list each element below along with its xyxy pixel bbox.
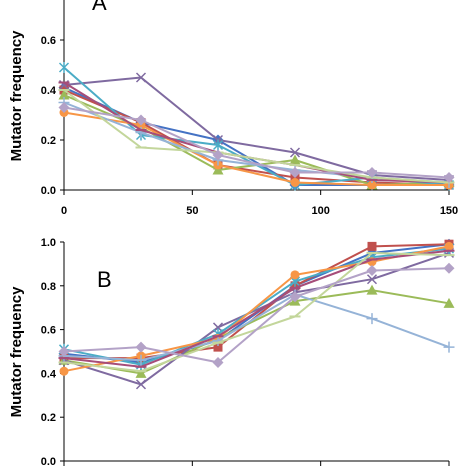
panel-a-series-6-point — [290, 178, 300, 187]
panel-b-series-4-point — [366, 274, 378, 285]
panel-b-series-2-line — [64, 243, 450, 360]
panel-a-y-tick-label: 0.6 — [41, 35, 56, 47]
panel-b-series-6-point — [290, 270, 300, 280]
panel-a-series-10-line — [63, 106, 450, 179]
panel-a-series-10-point — [135, 114, 147, 126]
panel-b-series-8-line — [63, 249, 450, 368]
panel-a-letter: A — [92, 0, 107, 15]
panel-a-series-10-point — [366, 167, 378, 178]
panel-a-series-3-point — [289, 154, 301, 165]
panel-a-x-tick-label: 50 — [186, 205, 198, 217]
panel-b-series-10 — [58, 262, 455, 368]
panel-b-series-6-line — [63, 245, 450, 373]
panel-b-y-tick-label: 0.4 — [41, 368, 57, 380]
panel-b-series-10-point — [443, 262, 455, 274]
panel-a-series-4 — [58, 72, 455, 186]
panel-b-series-4-line — [63, 252, 450, 386]
panel-b-series-8 — [58, 249, 455, 368]
panel-b-y-tick-label: 0.2 — [41, 412, 56, 424]
panel-a-y-tick-label: 0.4 — [41, 85, 57, 97]
panel-a-y-tick-label: 0.0 — [41, 185, 56, 197]
panel-b-series-6-point — [59, 366, 69, 376]
panel-a-x-tick-label: 0 — [61, 205, 67, 217]
panel-b-series-2-point — [213, 342, 223, 352]
panel-a-series-10 — [58, 102, 455, 183]
panel-b-series-2-point — [367, 241, 377, 251]
panel-b-series-10-point — [212, 356, 224, 368]
panel-b-chart: B Mutator frequency 0.0 0.2 0.4 0.6 0.8 1.0 — [8, 237, 455, 468]
panel-b-series-7-point — [135, 354, 147, 366]
panel-b-series-7-point — [443, 341, 455, 353]
panel-a-series-6-point — [367, 180, 377, 190]
panel-b-series-6-point — [444, 241, 454, 251]
panel-a-y-axis-label: Mutator frequency — [8, 30, 25, 162]
panel-b-series-10-point — [289, 291, 301, 303]
panel-a-x-tick-label: 150 — [440, 205, 458, 217]
panel-b-series-3-point — [443, 297, 455, 308]
panel-b-y-tick-label: 0.8 — [41, 281, 56, 293]
panel-a-series — [58, 62, 455, 191]
panel-b-letter: B — [97, 267, 112, 292]
panel-b-series-3-line — [63, 289, 450, 375]
panel-a-series-9 — [58, 89, 455, 184]
panel-b-y-tick-label: 0.6 — [41, 325, 56, 337]
panel-b-series-7-point — [366, 313, 378, 325]
panel-b-series-10-point — [58, 346, 70, 357]
panel-a-series-4-line — [63, 76, 450, 181]
panel-a-axes: 0.0 0.2 0.4 0.6 0 50 100 150 — [41, 0, 458, 217]
panel-a-series-3-point — [58, 89, 70, 100]
panel-a-series-5-point — [58, 62, 70, 73]
panel-a-series-10-point — [212, 149, 224, 161]
panel-a-y-tick-label: 0.2 — [41, 135, 56, 147]
panel-b-y-tick-label: 0.0 — [41, 456, 56, 468]
panel-b-y-axis-label: Mutator frequency — [8, 286, 25, 418]
panel-b-series-3-point — [135, 367, 147, 378]
panel-b-series-7-line — [63, 293, 450, 362]
panel-b-series-1-line — [63, 243, 450, 364]
panel-b-series — [58, 238, 455, 390]
panel-a-x-tick-label: 100 — [311, 205, 329, 217]
panel-a-series-5-line — [63, 66, 450, 186]
panel-b-series-10-point — [366, 264, 378, 276]
panel-b-series-4-point — [135, 379, 147, 390]
panel-b-series-7 — [58, 289, 455, 366]
panel-a-series-10-point — [443, 172, 455, 183]
panel-a-chart: A Mutator frequency 0.0 0.2 0.4 0.6 0 50 100 15… — [8, 0, 458, 217]
panel-b-series-10-point — [135, 341, 147, 353]
panel-a-series-10-point — [289, 167, 301, 178]
panel-b-series-3-point — [366, 284, 378, 295]
panel-a-series-8 — [58, 81, 455, 184]
panel-b-series-10-line — [63, 267, 450, 364]
panel-a-series-9-line — [63, 89, 450, 184]
panel-a-series-4-point — [289, 147, 301, 158]
panel-b-y-tick-label: 1.0 — [41, 237, 56, 249]
panel-a-series-2-line — [63, 89, 450, 186]
panel-a-series-4-point — [135, 72, 147, 83]
panel-a-series-5-point — [212, 139, 224, 151]
panel-a-series-10-point — [58, 102, 70, 113]
